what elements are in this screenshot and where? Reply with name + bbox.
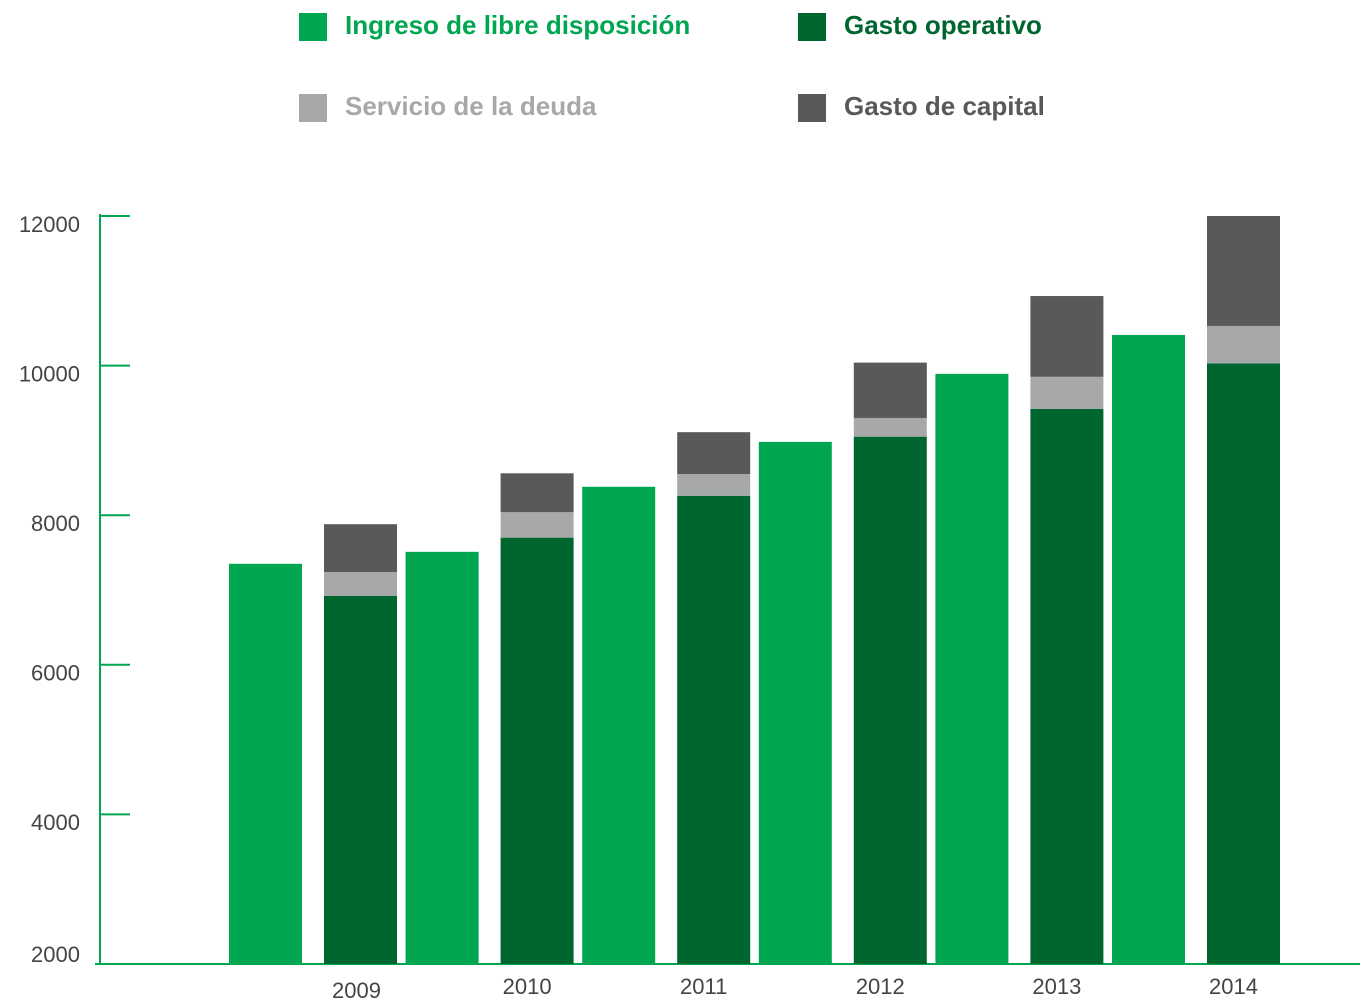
bar-segment bbox=[1030, 376, 1104, 409]
y-tick-label: 12000 bbox=[19, 212, 80, 237]
legend-label: Ingreso de libre disposición bbox=[345, 10, 690, 40]
bar-segment bbox=[1207, 325, 1280, 364]
bar-segment bbox=[324, 595, 397, 964]
bar bbox=[1112, 334, 1185, 964]
bar-segment bbox=[853, 436, 927, 964]
bar-segment bbox=[324, 524, 397, 573]
x-tick-label: 2014 bbox=[1209, 974, 1258, 999]
legend-label: Gasto de capital bbox=[844, 91, 1045, 121]
bar-segment bbox=[1030, 408, 1104, 964]
legend-swatch bbox=[299, 13, 327, 41]
bar bbox=[405, 551, 479, 964]
bar-segment bbox=[1207, 216, 1280, 326]
bar-segment bbox=[1207, 363, 1280, 965]
legend-swatch bbox=[299, 94, 327, 122]
legend-label: Servicio de la deuda bbox=[345, 91, 597, 121]
bar bbox=[582, 486, 656, 964]
x-tick-label: 2009 bbox=[332, 978, 381, 1000]
bar-segment bbox=[324, 572, 397, 596]
bar-segment bbox=[853, 417, 927, 437]
y-tick-label: 4000 bbox=[31, 810, 80, 835]
x-tick-label: 2012 bbox=[856, 974, 905, 999]
bar-segment bbox=[677, 474, 751, 496]
bar bbox=[758, 441, 832, 964]
y-tick-label: 10000 bbox=[19, 361, 80, 386]
bar-segment bbox=[853, 362, 927, 418]
legend-swatch bbox=[798, 94, 826, 122]
bar-segment bbox=[677, 432, 751, 475]
y-tick-label: 2000 bbox=[31, 942, 80, 967]
bar-segment bbox=[500, 537, 574, 964]
bar-segment bbox=[500, 512, 574, 538]
bar bbox=[229, 563, 302, 964]
legend-label: Gasto operativo bbox=[844, 10, 1042, 40]
y-tick-label: 8000 bbox=[31, 511, 80, 536]
x-tick-label: 2010 bbox=[503, 974, 552, 999]
x-tick-label: 2013 bbox=[1032, 974, 1081, 999]
legend-swatch bbox=[798, 13, 826, 41]
bar-segment bbox=[677, 495, 751, 964]
x-tick-label: 2011 bbox=[680, 974, 727, 999]
bar-segment bbox=[500, 473, 574, 513]
bar-segment bbox=[1030, 296, 1104, 377]
y-tick-label: 6000 bbox=[31, 661, 80, 686]
bar bbox=[935, 373, 1009, 964]
